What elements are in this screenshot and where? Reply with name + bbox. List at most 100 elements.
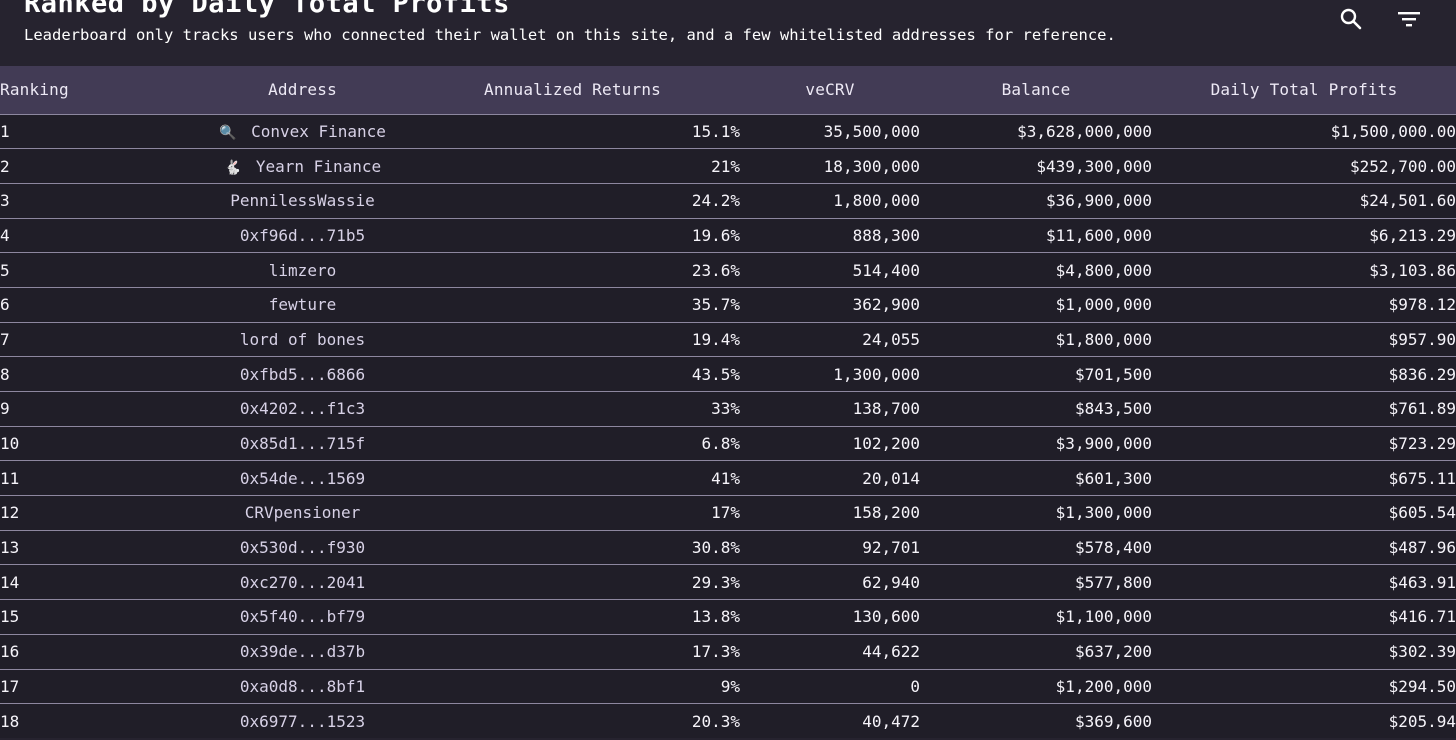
- table-row[interactable]: 18 0x6977...1523 20.3% 40,472 $369,600 $205.9…: [0, 703, 1456, 739]
- balance-cell: $439,300,000: [920, 148, 1152, 184]
- filter-button[interactable]: [1394, 4, 1424, 34]
- balance-text: $3,900,000: [1055, 434, 1152, 454]
- annualized-returns-cell: 15.1%: [405, 113, 740, 149]
- balance-cell: $843,500: [920, 391, 1152, 427]
- vecrv-cell: 158,200: [740, 495, 920, 531]
- annualized-returns-text: 17.3%: [691, 642, 740, 662]
- search-button[interactable]: [1336, 4, 1366, 34]
- address-text[interactable]: limzero: [268, 260, 337, 280]
- table-row[interactable]: 3 PennilessWassie 24.2% 1,800,000 $36,900,00…: [0, 182, 1456, 219]
- table-row[interactable]: 5 limzero 23.6% 514,400 $4,800,000 $3,103.86: [0, 252, 1456, 288]
- address-text[interactable]: 0x4202...f1c3: [239, 399, 366, 419]
- address-text[interactable]: 0x6977...1523: [239, 711, 366, 731]
- rank-text: 3: [0, 191, 10, 211]
- rank-text: 12: [0, 503, 20, 523]
- page-header: Ranked by Daily Total Profits Leaderboar…: [0, 0, 1456, 66]
- annualized-returns-text: 20.3%: [691, 711, 740, 731]
- annualized-returns-text: 17%: [711, 503, 740, 523]
- balance-text: $637,200: [1074, 642, 1152, 662]
- column-header-ranking[interactable]: Ranking: [0, 80, 69, 100]
- address-text[interactable]: 0x5f40...bf79: [239, 607, 366, 627]
- table-row[interactable]: 11 0x54de...1569 41% 20,014 $601,300 $675.11: [0, 460, 1456, 496]
- table-row[interactable]: 7 lord of bones 19.4% 24,055 $1,800,000 $957.…: [0, 321, 1456, 357]
- address-text[interactable]: fewture: [268, 295, 337, 315]
- vecrv-text: 0: [910, 676, 920, 696]
- balance-cell: $11,600,000: [920, 217, 1152, 253]
- table-row[interactable]: 4 0xf96d...71b5 19.6% 888,300 $11,600,000 $6,…: [0, 217, 1456, 253]
- balance-cell: $369,600: [920, 703, 1152, 739]
- address-text[interactable]: 0x530d...f930: [239, 538, 366, 558]
- address-cell: 0x530d...f930: [200, 529, 405, 565]
- address-text[interactable]: 0xf96d...71b5: [239, 225, 366, 245]
- rank-cell: 10: [0, 425, 200, 461]
- vecrv-cell: 0: [740, 668, 920, 704]
- daily-total-profits-cell: $836.29: [1152, 356, 1456, 392]
- balance-text: $11,600,000: [1046, 225, 1152, 245]
- address-text[interactable]: 0x85d1...715f: [239, 434, 366, 454]
- address-text[interactable]: lord of bones: [239, 329, 366, 349]
- balance-text: $439,300,000: [1036, 156, 1152, 176]
- table-row[interactable]: 6 fewture 35.7% 362,900 $1,000,000 $978.12: [0, 286, 1456, 323]
- annualized-returns-text: 35.7%: [691, 295, 740, 315]
- vecrv-cell: 20,014: [740, 460, 920, 496]
- vecrv-cell: 24,055: [740, 321, 920, 357]
- column-header-vecrv[interactable]: veCRV: [805, 80, 855, 100]
- address-text[interactable]: 0xc270...2041: [239, 572, 366, 592]
- address-text[interactable]: 0x54de...1569: [239, 468, 366, 488]
- annualized-returns-text: 19.4%: [691, 329, 740, 349]
- address-text[interactable]: 0x39de...d37b: [239, 642, 366, 662]
- vecrv-text: 888,300: [852, 225, 920, 245]
- daily-total-profits-text: $463.91: [1388, 572, 1456, 592]
- table-row[interactable]: 15 0x5f40...bf79 13.8% 130,600 $1,100,000 $41…: [0, 599, 1456, 635]
- table-row[interactable]: 17 0xa0d8...8bf1 9% 0 $1,200,000 $294.50: [0, 668, 1456, 704]
- rank-cell: 5: [0, 252, 200, 288]
- daily-total-profits-text: $205.94: [1388, 711, 1456, 731]
- daily-total-profits-cell: $302.39: [1152, 633, 1456, 669]
- page-subtitle: Leaderboard only tracks users who connec…: [24, 26, 1116, 44]
- table-row[interactable]: 2 🐇 Yearn Finance 21% 18,300,000 $439,300,000…: [0, 148, 1456, 184]
- table-row[interactable]: 8 0xfbd5...6866 43.5% 1,300,000 $701,500 $836…: [0, 356, 1456, 392]
- table-row[interactable]: 10 0x85d1...715f 6.8% 102,200 $3,900,000 $723…: [0, 425, 1456, 461]
- column-header-daily-total-profits[interactable]: Daily Total Profits: [1210, 80, 1398, 100]
- vecrv-cell: 1,300,000: [740, 356, 920, 392]
- table-row[interactable]: 16 0x39de...d37b 17.3% 44,622 $637,200 $302.3…: [0, 633, 1456, 669]
- vecrv-text: 1,800,000: [833, 191, 920, 211]
- column-header-balance[interactable]: Balance: [1001, 80, 1071, 100]
- rank-text: 8: [0, 364, 10, 384]
- vecrv-text: 1,300,000: [833, 364, 920, 384]
- column-header-address[interactable]: Address: [268, 80, 337, 100]
- rank-cell: 13: [0, 529, 200, 565]
- address-text[interactable]: PennilessWassie: [230, 191, 375, 211]
- address-cell: 0xf96d...71b5: [200, 217, 405, 253]
- filter-icon: [1398, 12, 1420, 27]
- table-row[interactable]: 13 0x530d...f930 30.8% 92,701 $578,400 $487.9…: [0, 529, 1456, 565]
- balance-cell: $578,400: [920, 529, 1152, 565]
- address-text[interactable]: 0xa0d8...8bf1: [239, 676, 366, 696]
- vecrv-text: 24,055: [862, 329, 920, 349]
- rank-text: 15: [0, 607, 20, 627]
- table-row[interactable]: 1 🔍 Convex Finance 15.1% 35,500,000 $3,628,00…: [0, 113, 1456, 149]
- table-row[interactable]: 9 0x4202...f1c3 33% 138,700 $843,500 $761.89: [0, 391, 1456, 427]
- vecrv-text: 158,200: [852, 503, 920, 523]
- vecrv-cell: 62,940: [740, 564, 920, 600]
- daily-total-profits-text: $761.89: [1388, 399, 1456, 419]
- address-cell: limzero: [200, 252, 405, 288]
- table-row[interactable]: 14 0xc270...2041 29.3% 62,940 $577,800 $463.9…: [0, 564, 1456, 600]
- convex-logo-icon: 🔍: [219, 124, 237, 141]
- annualized-returns-cell: 41%: [405, 460, 740, 496]
- balance-cell: $701,500: [920, 356, 1152, 392]
- address-text[interactable]: Yearn Finance: [255, 156, 382, 176]
- address-cell: 0x5f40...bf79: [200, 599, 405, 635]
- address-text[interactable]: 0xfbd5...6866: [239, 364, 366, 384]
- yearn-logo-icon: 🐇: [224, 159, 242, 176]
- column-header-annualized-returns[interactable]: Annualized Returns: [484, 80, 661, 100]
- daily-total-profits-cell: $205.94: [1152, 703, 1456, 739]
- rank-cell: 4: [0, 217, 200, 253]
- rank-text: 6: [0, 295, 10, 315]
- address-text[interactable]: Convex Finance: [251, 121, 386, 141]
- rank-text: 18: [0, 711, 20, 731]
- annualized-returns-cell: 21%: [405, 148, 740, 184]
- address-cell: fewture: [200, 286, 405, 323]
- table-row[interactable]: 12 CRVpensioner 17% 158,200 $1,300,000 $605.5…: [0, 495, 1456, 531]
- address-text[interactable]: CRVpensioner: [244, 503, 361, 523]
